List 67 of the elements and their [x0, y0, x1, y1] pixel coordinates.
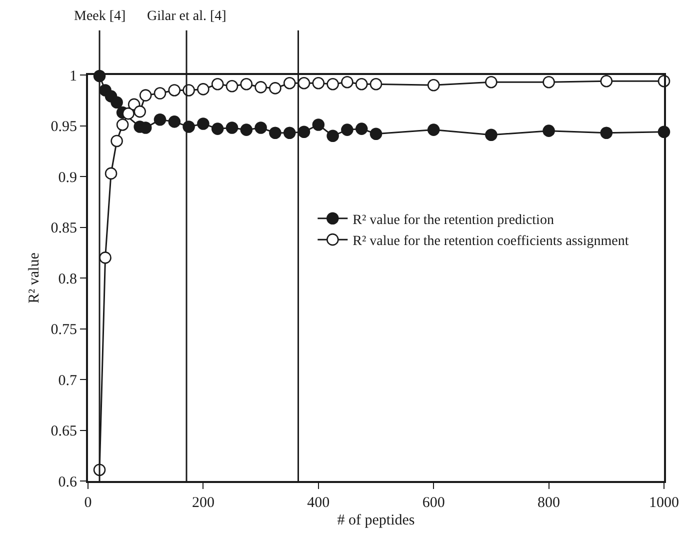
point	[254, 122, 267, 134]
point	[600, 74, 613, 88]
x-tick-label: 0	[84, 495, 92, 511]
point	[542, 76, 555, 88]
x-tick-label: 800	[538, 495, 560, 511]
point	[226, 80, 238, 92]
point	[139, 89, 152, 102]
point	[341, 124, 354, 136]
point	[355, 122, 368, 135]
point	[226, 122, 238, 134]
point	[370, 78, 382, 90]
point	[312, 118, 325, 131]
ref-line-label: Meek [4]	[74, 9, 126, 24]
point	[283, 76, 296, 90]
y-tick-label: 0.75	[50, 322, 77, 338]
point	[168, 116, 181, 128]
point	[600, 126, 613, 140]
point	[122, 107, 134, 120]
point	[355, 78, 368, 90]
x-tick-label: 1000	[649, 495, 679, 511]
point	[326, 130, 339, 142]
ref-line-label: Gilar et al. [4]	[147, 9, 226, 24]
point	[197, 83, 210, 96]
point	[298, 76, 310, 90]
point	[254, 81, 267, 94]
point	[154, 87, 166, 100]
y-axis-title: R² value	[26, 252, 42, 304]
point	[110, 96, 123, 109]
y-tick-label: 1	[70, 68, 77, 84]
point	[134, 105, 146, 118]
point	[370, 128, 382, 140]
y-tick-label: 0.85	[50, 220, 77, 236]
y-tick-label: 0.7	[58, 372, 78, 389]
y-tick-label: 0.95	[50, 119, 77, 135]
x-tick-label: 200	[192, 495, 214, 511]
y-tick-label: 0.65	[50, 424, 77, 440]
point	[168, 84, 181, 96]
y-tick-label: 0.6	[58, 474, 78, 490]
point	[211, 78, 224, 90]
point	[110, 134, 123, 148]
legend-label: R² value for the retention prediction	[352, 212, 554, 228]
point	[240, 78, 253, 90]
point	[341, 76, 354, 88]
point	[298, 126, 310, 138]
point	[197, 118, 210, 130]
x-tick-label: 600	[422, 495, 445, 511]
x-tick-label: 400	[307, 495, 330, 511]
point	[427, 79, 440, 92]
point	[154, 114, 166, 126]
point	[427, 124, 440, 136]
point	[104, 167, 118, 180]
point	[240, 124, 253, 136]
point	[269, 82, 282, 94]
point	[326, 78, 339, 90]
y-tick-label: 0.8	[58, 271, 77, 288]
point	[211, 122, 224, 135]
point	[269, 126, 282, 140]
legend-label: R² value for the retention coefficients assignment	[352, 234, 629, 250]
point	[116, 118, 129, 131]
y-tick-label: 0.9	[58, 170, 77, 186]
point	[485, 128, 498, 142]
point	[485, 76, 498, 88]
point	[312, 76, 325, 90]
point	[99, 252, 112, 264]
point	[542, 124, 555, 137]
x-axis-title: # of peptides	[337, 512, 415, 528]
point	[283, 126, 296, 140]
